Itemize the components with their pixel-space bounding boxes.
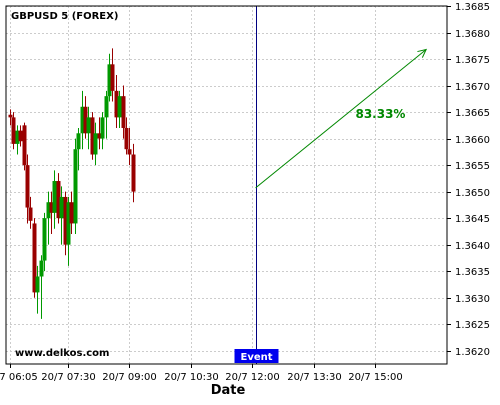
candle-body (127, 149, 132, 155)
candle-body (56, 181, 61, 219)
candle-body (15, 130, 20, 144)
candle-body (46, 202, 51, 219)
y-tick-label: 1.3645 (455, 214, 490, 225)
y-tick-label: 1.3655 (455, 161, 490, 172)
chart-title: GBPUSD 5 (FOREX) (11, 11, 118, 22)
candle-body (90, 117, 95, 155)
y-tick-label: 1.3680 (455, 29, 490, 40)
candle-layer (8, 48, 136, 319)
y-tick-label: 1.3625 (455, 320, 490, 331)
candle-body (32, 223, 37, 293)
candle-body (22, 125, 27, 166)
candle-body (63, 196, 68, 245)
plot-area (6, 6, 447, 364)
candle-body (49, 202, 54, 213)
y-tick-label: 1.3660 (455, 135, 490, 146)
candle-body (107, 64, 112, 97)
candle-body (80, 106, 85, 134)
candle-body (35, 276, 40, 293)
candle-body (11, 117, 16, 144)
projection-arrowhead (417, 48, 428, 58)
y-tick-label: 1.3650 (455, 188, 490, 199)
candle-body (93, 133, 98, 155)
candle-body (83, 106, 88, 134)
y-tick-label: 1.3675 (455, 55, 490, 66)
candle-body (110, 64, 115, 91)
candle-body (8, 114, 13, 118)
y-tick-label: 1.3620 (455, 347, 490, 358)
candle-body (97, 133, 102, 139)
event-label: Event (240, 352, 272, 363)
candle-body (124, 127, 129, 150)
candle-body (117, 96, 122, 118)
watermark-text: www.delkos.com (15, 348, 109, 359)
y-tick-label: 1.3635 (455, 267, 490, 278)
candle-body (121, 96, 126, 128)
y-tick-label: 1.3665 (455, 108, 490, 119)
x-tick-label: 20/7 07:30 (41, 372, 95, 383)
candle-body (76, 133, 81, 150)
x-tick-label: 20/7 10:30 (164, 372, 218, 383)
projection-percent-label: 83.33% (355, 107, 405, 121)
x-tick-label: 20/7 06:05 (0, 372, 38, 383)
x-tick-label: 20/7 12:00 (225, 372, 279, 383)
y-tick-label: 1.3630 (455, 294, 490, 305)
candle-body (69, 202, 74, 224)
candle-body (52, 181, 57, 213)
y-tick-label: 1.3685 (455, 2, 490, 13)
candle-body (28, 207, 33, 221)
candle-body (42, 218, 47, 261)
candle-body (18, 130, 23, 142)
candle-body (73, 149, 78, 224)
y-tick-label: 1.3640 (455, 241, 490, 252)
plot-frame (5, 5, 448, 365)
x-tick-label: 20/7 09:00 (102, 372, 156, 383)
candle-body (66, 202, 71, 245)
overlay-layer: 83.33% Event (234, 6, 428, 364)
candle-body (100, 117, 105, 139)
candle-body (131, 154, 136, 192)
y-axis: 1.3620 1.3625 1.3630 1.3635 1.3640 1.3645 1.36… (447, 2, 490, 358)
candle-body (39, 260, 44, 277)
candle-body (59, 196, 64, 219)
candle-body (86, 117, 91, 134)
x-axis-label: Date (211, 383, 246, 398)
candle-body (25, 165, 30, 208)
x-tick-label: 20/7 13:30 (287, 372, 341, 383)
event-label-box (234, 349, 279, 363)
y-tick-label: 1.3670 (455, 82, 490, 93)
candle-body (114, 90, 119, 118)
projection-arrow (255, 49, 427, 189)
x-tick-label: 20/7 15:00 (348, 372, 402, 383)
candle-body (104, 96, 109, 118)
